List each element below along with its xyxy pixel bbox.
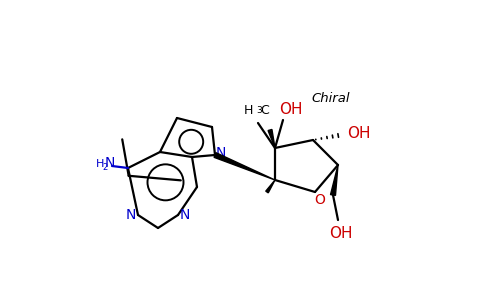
Text: N: N [126,208,136,222]
Text: OH: OH [279,103,303,118]
Text: OH: OH [347,125,371,140]
Text: H: H [243,103,253,116]
Text: N: N [180,208,190,222]
Text: C: C [260,103,269,116]
Text: O: O [315,193,325,207]
Text: 2: 2 [103,164,107,172]
Text: 3: 3 [256,106,262,115]
Text: N: N [216,146,226,160]
Text: H: H [96,159,104,169]
Polygon shape [331,165,338,195]
Polygon shape [268,130,275,148]
Text: OH: OH [329,226,353,241]
Polygon shape [214,153,275,180]
Text: Chiral: Chiral [312,92,350,104]
Polygon shape [266,180,275,193]
Text: N: N [105,156,115,170]
